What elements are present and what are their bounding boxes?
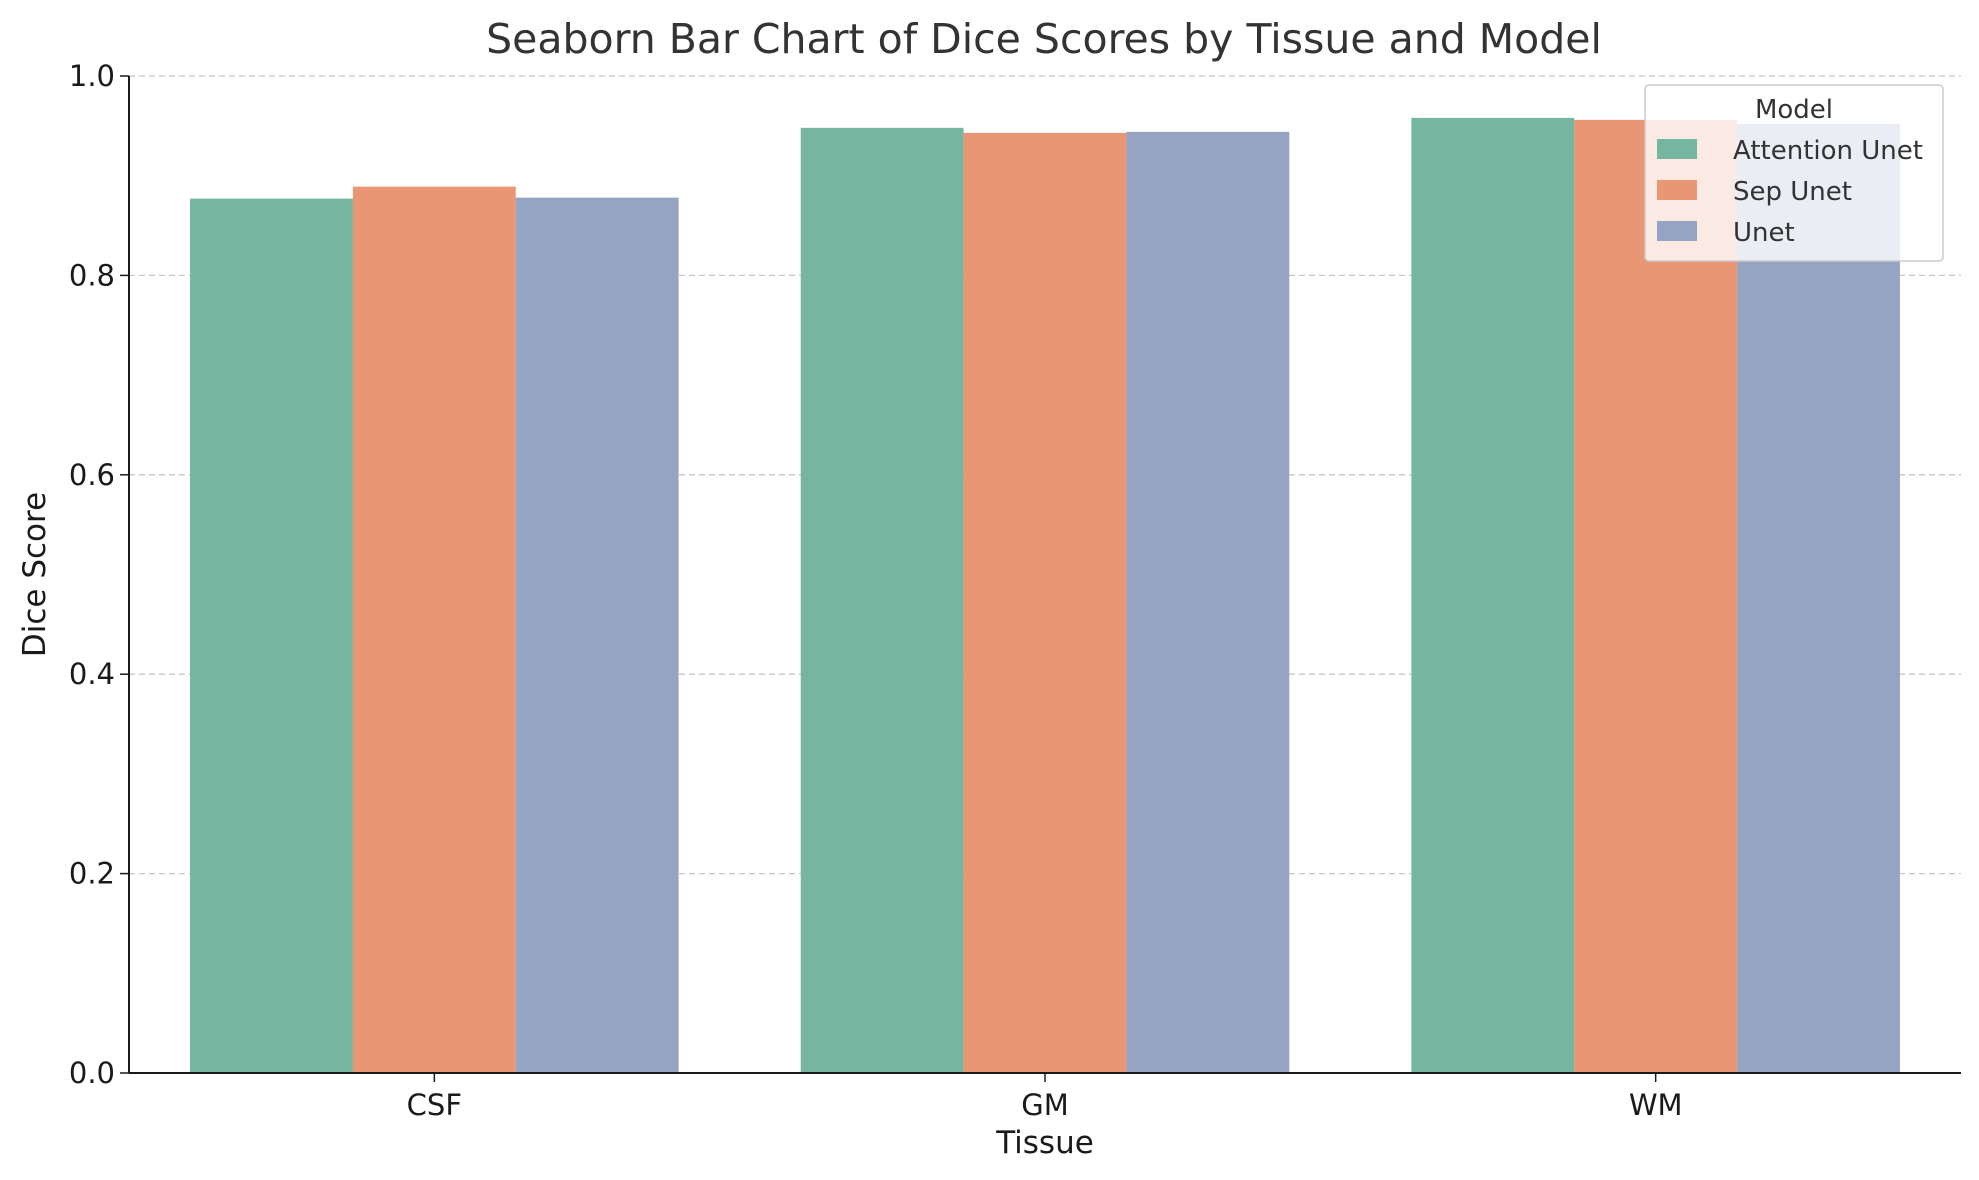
y-tick-label: 0.2 xyxy=(69,857,115,891)
bar-csf-sep-unet xyxy=(352,186,516,1074)
x-tick-label: WM xyxy=(1629,1088,1683,1122)
legend-swatch xyxy=(1657,180,1697,200)
x-tick-label: GM xyxy=(1021,1088,1069,1122)
y-tick-label: 1.0 xyxy=(69,59,115,93)
legend-box xyxy=(1644,84,1944,262)
bar-csf-unet xyxy=(515,197,679,1073)
y-tick-label: 0.8 xyxy=(69,258,115,292)
legend-label: Sep Unet xyxy=(1733,177,1852,207)
chart-title: Seaborn Bar Chart of Dice Scores by Tiss… xyxy=(486,15,1602,63)
legend-swatch xyxy=(1657,221,1697,241)
legend-title: Model xyxy=(1755,95,1833,125)
legend-label: Attention Unet xyxy=(1733,136,1923,166)
y-axis-title: Dice Score xyxy=(17,492,53,657)
bars xyxy=(190,117,1900,1074)
bar-gm-unet xyxy=(1126,131,1290,1073)
legend-swatch xyxy=(1657,139,1697,159)
y-tick-label: 0.4 xyxy=(69,657,115,691)
bar-csf-attention-unet xyxy=(190,198,353,1074)
bar-gm-attention-unet xyxy=(800,127,964,1074)
y-ticks: 0.0 0.2 0.4 0.6 0.8 1.0 xyxy=(69,59,129,1090)
bar-gm-sep-unet xyxy=(963,132,1127,1074)
legend-items: Attention Unet Sep Unet Unet xyxy=(1657,136,1923,248)
x-axis-title: Tissue xyxy=(995,1125,1094,1161)
bar-wm-sep-unet xyxy=(1574,119,1738,1074)
bar-wm-unet xyxy=(1737,123,1900,1073)
y-tick-label: 0.0 xyxy=(69,1056,115,1090)
x-tick-label: CSF xyxy=(407,1088,462,1122)
legend-label: Unet xyxy=(1733,218,1795,248)
legend: Model Attention Unet Sep Unet Unet xyxy=(1644,84,1944,262)
y-tick-label: 0.6 xyxy=(69,458,115,492)
x-ticks: CSF GM WM xyxy=(407,1073,1683,1122)
bar-wm-attention-unet xyxy=(1411,117,1575,1073)
